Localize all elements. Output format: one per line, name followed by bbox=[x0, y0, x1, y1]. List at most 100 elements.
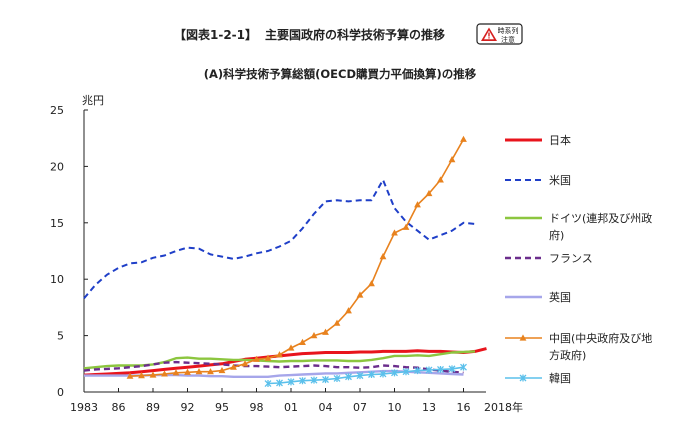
y-tick-label: 10 bbox=[50, 273, 64, 286]
badge-line1: 時系列 bbox=[498, 26, 519, 35]
data-point bbox=[379, 370, 387, 378]
series-3 bbox=[83, 360, 464, 374]
legend-label: 中国(中央政府及び地方政府) bbox=[549, 331, 652, 362]
data-point bbox=[379, 253, 387, 260]
legend-label: ドイツ(連邦及び州政府) bbox=[549, 211, 652, 242]
data-point bbox=[264, 380, 272, 388]
data-point bbox=[356, 372, 364, 380]
series-line bbox=[267, 366, 464, 385]
data-point bbox=[448, 365, 456, 373]
data-point bbox=[448, 156, 456, 163]
x-tick-label: 07 bbox=[353, 401, 367, 414]
x-tick-label: 01 bbox=[284, 401, 298, 414]
data-point bbox=[460, 363, 467, 371]
x-axis-end-label: 2018年 bbox=[484, 400, 523, 414]
x-tick-label: 86 bbox=[112, 401, 126, 414]
data-point bbox=[253, 355, 260, 362]
series-5 bbox=[126, 135, 467, 379]
chart-title: (A)科学技術予算総額(OECD購買力平価換算)の推移 bbox=[204, 67, 477, 81]
figure-number: 【図表1-2-1】 bbox=[174, 27, 257, 42]
data-point bbox=[207, 368, 214, 375]
y-axis-unit-label: 兆円 bbox=[82, 94, 104, 107]
data-point bbox=[241, 360, 249, 367]
data-point bbox=[264, 354, 272, 361]
data-point bbox=[333, 374, 341, 382]
data-point bbox=[195, 368, 203, 375]
y-tick-label: 25 bbox=[50, 104, 64, 117]
data-point bbox=[402, 368, 410, 376]
x-tick-label: 98 bbox=[250, 401, 264, 414]
data-point bbox=[299, 338, 306, 345]
data-point bbox=[287, 344, 295, 351]
legend-item-1: 米国 bbox=[505, 174, 571, 187]
legend-label: 米国 bbox=[549, 174, 571, 187]
data-point bbox=[322, 328, 329, 335]
data-point bbox=[276, 379, 283, 387]
warning-icon bbox=[481, 27, 497, 41]
series-line bbox=[83, 360, 464, 374]
data-point bbox=[345, 373, 352, 381]
data-point bbox=[402, 223, 410, 230]
y-tick-label: 20 bbox=[50, 160, 64, 173]
data-point bbox=[414, 367, 421, 375]
data-point bbox=[437, 176, 444, 183]
data-point bbox=[333, 319, 341, 326]
series-line bbox=[129, 138, 465, 377]
legend-item-5: 中国(中央政府及び地方政府) bbox=[505, 331, 652, 362]
data-point bbox=[368, 280, 375, 287]
x-tick-label: 1983 bbox=[70, 401, 98, 414]
legend-item-6: 韓国 bbox=[505, 372, 571, 385]
x-tick-label: 16 bbox=[457, 401, 471, 414]
x-tick-label: 04 bbox=[319, 401, 333, 414]
legend-label: 英国 bbox=[549, 290, 571, 304]
x-tick-label: 89 bbox=[146, 401, 160, 414]
y-tick-label: 0 bbox=[57, 386, 64, 399]
data-point bbox=[310, 376, 318, 384]
badge-line2: 注意 bbox=[501, 35, 515, 44]
data-point bbox=[172, 369, 180, 376]
data-point bbox=[414, 201, 421, 208]
x-tick-label: 10 bbox=[388, 401, 402, 414]
legend-item-0: 日本 bbox=[505, 133, 571, 147]
series-6 bbox=[264, 363, 467, 388]
data-point bbox=[425, 189, 433, 197]
data-point bbox=[391, 229, 398, 236]
data-point bbox=[276, 351, 283, 358]
series-line bbox=[83, 347, 487, 377]
x-axis-ticks: 1983 86 89 92 95 98 01 04 07 10 13 16 bbox=[70, 388, 471, 414]
y-tick-label: 5 bbox=[57, 330, 64, 343]
data-point bbox=[425, 366, 433, 374]
data-point bbox=[322, 376, 329, 384]
legend-label: フランス bbox=[549, 252, 593, 265]
legend-item-4: 英国 bbox=[505, 290, 571, 304]
data-point bbox=[391, 369, 398, 377]
data-point bbox=[356, 291, 364, 298]
data-point bbox=[368, 371, 375, 379]
x-tick-label: 92 bbox=[181, 401, 195, 414]
y-tick-label: 15 bbox=[50, 217, 64, 230]
x-tick-label: 95 bbox=[215, 401, 229, 414]
data-point bbox=[149, 371, 157, 378]
data-point bbox=[287, 378, 295, 386]
time-series-caution-badge: 時系列 注意 bbox=[476, 23, 523, 45]
data-point bbox=[184, 368, 191, 375]
data-point bbox=[310, 332, 318, 339]
data-point bbox=[230, 363, 237, 370]
data-point bbox=[299, 377, 306, 385]
legend-marker bbox=[519, 374, 527, 382]
data-point bbox=[460, 135, 467, 142]
legend-label: 韓国 bbox=[549, 372, 571, 385]
series-1 bbox=[83, 178, 476, 300]
x-tick-label: 13 bbox=[422, 401, 436, 414]
data-point bbox=[161, 370, 168, 377]
series-line bbox=[83, 178, 476, 300]
data-point bbox=[126, 372, 134, 379]
y-axis-ticks: 0 5 10 15 20 25 bbox=[50, 104, 88, 399]
data-point bbox=[437, 365, 444, 373]
data-point bbox=[218, 366, 226, 374]
legend-label: 日本 bbox=[549, 133, 571, 147]
series-layer bbox=[83, 135, 487, 388]
legend-item-3: フランス bbox=[505, 252, 593, 265]
series-0 bbox=[83, 347, 487, 377]
